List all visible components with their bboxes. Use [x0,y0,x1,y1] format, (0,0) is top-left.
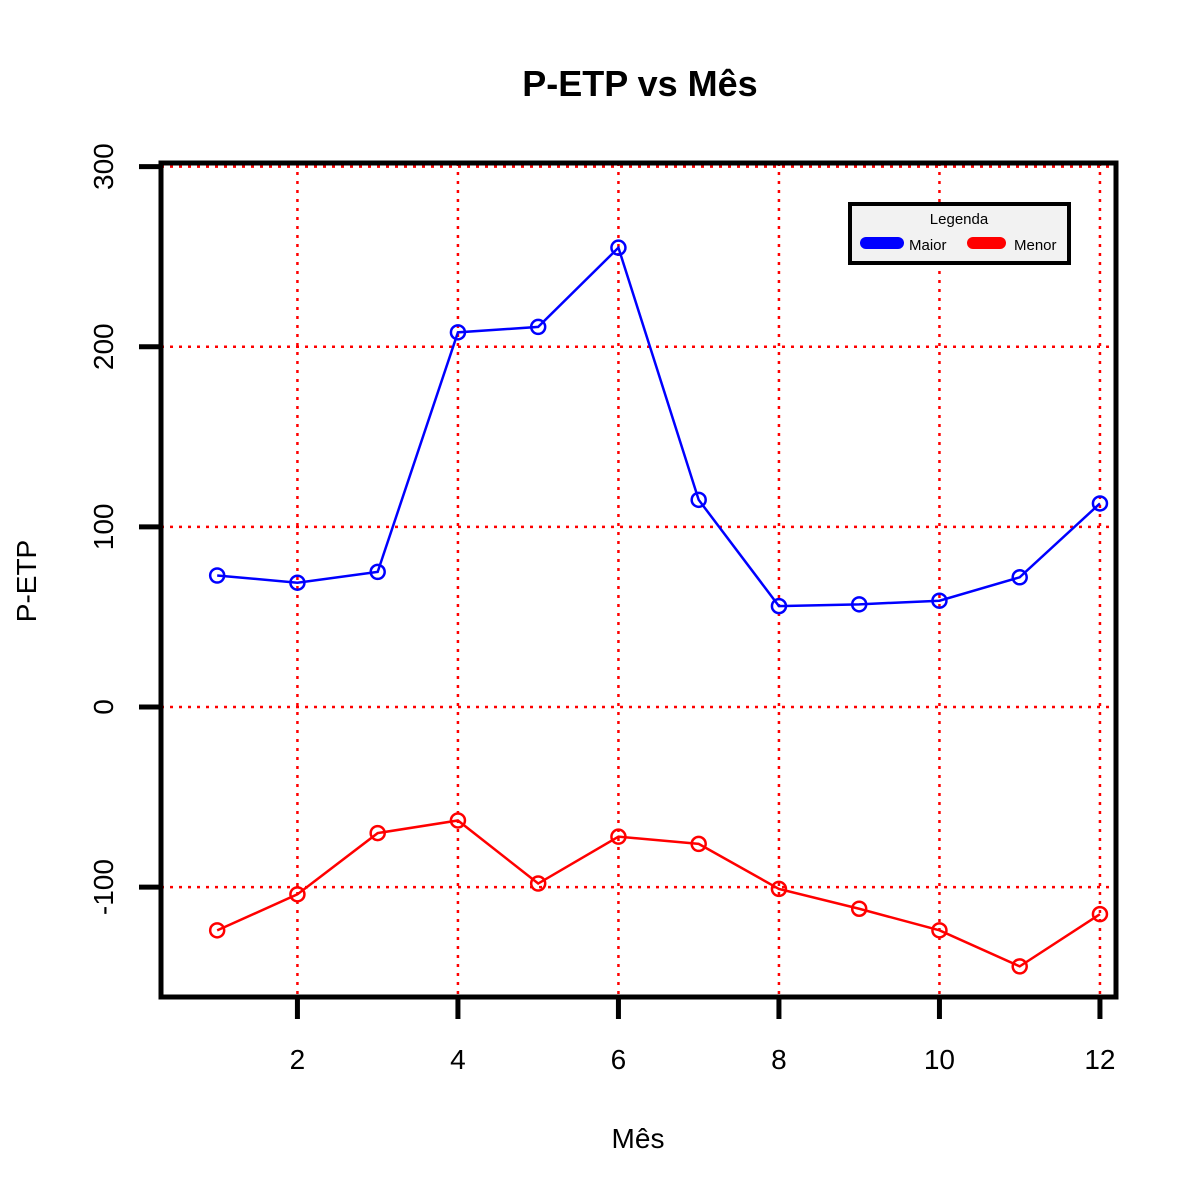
data-point-menor-2 [289,886,306,903]
data-point-menor-4 [449,812,467,829]
grid-layer [161,163,1116,997]
axes-layer: 2 4 6 8 10 12 -100 0 100 200 300 [88,143,1116,1075]
data-point-maior-11 [1011,569,1028,586]
y-axis-title: P-ETP [11,540,42,622]
data-point-maior-9 [850,596,868,613]
data-point-menor-5 [529,875,547,892]
data-point-menor-3 [369,824,386,842]
y-tick-label-1: 0 [88,699,119,715]
legend-title: Legenda [930,211,989,228]
data-point-maior-12 [1091,495,1109,512]
data-point-menor-10 [931,922,948,939]
series-layer [208,239,1109,975]
legend-box [848,202,1071,265]
series-line-menor [216,819,1101,968]
x-tick-label-3: 8 [771,1044,787,1075]
legend-label-maior: Maior [909,237,947,254]
x-tick-label-4: 10 [924,1044,955,1075]
data-point-menor-11 [1011,958,1028,975]
legend-label-menor: Menor [1014,237,1057,254]
plot-frame [158,160,1119,1000]
y-tick-label-3: 200 [88,323,119,370]
data-point-menor-12 [1091,905,1109,923]
series-menor [208,812,1109,975]
data-point-maior-3 [369,563,386,581]
series-maior [208,239,1109,615]
data-point-maior-2 [289,574,306,591]
data-point-maior-5 [529,318,547,336]
data-point-menor-9 [850,900,868,917]
y-tick-label-4: 300 [88,143,119,190]
data-point-maior-10 [931,592,948,609]
x-tick-label-5: 12 [1084,1044,1115,1075]
x-tick-label-0: 2 [290,1044,306,1075]
y-tick-label-2: 100 [88,504,119,551]
legend: Legenda Maior Menor [848,202,1071,265]
data-point-menor-1 [208,922,226,939]
x-tick-label-2: 6 [611,1044,627,1075]
y-tick-label-0: -100 [88,859,119,915]
x-tick-label-1: 4 [450,1044,466,1075]
chart-title: P-ETP vs Mês [522,63,757,104]
series-line-maior [217,245,1101,608]
data-point-menor-7 [690,835,707,853]
data-point-maior-7 [690,491,707,509]
data-point-menor-8 [770,880,788,898]
data-point-maior-8 [770,597,788,615]
data-point-maior-4 [449,324,467,341]
data-point-maior-6 [610,239,627,256]
x-axis-title: Mês [612,1123,665,1154]
data-point-menor-6 [610,828,627,845]
data-point-maior-1 [208,567,226,584]
